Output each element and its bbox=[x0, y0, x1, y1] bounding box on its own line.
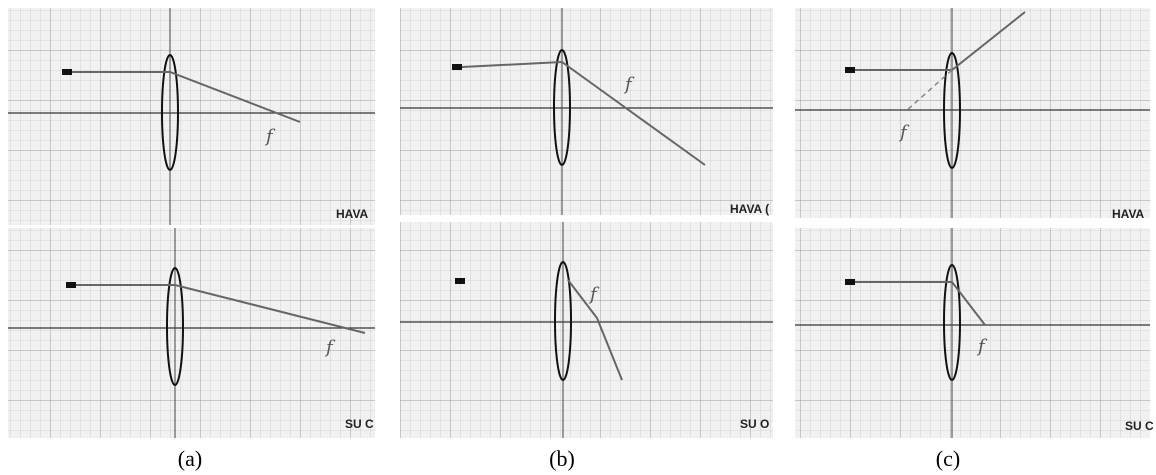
light-ray bbox=[567, 279, 623, 381]
lens bbox=[166, 267, 184, 386]
panel-caption: (a) bbox=[178, 446, 202, 471]
grid bbox=[8, 228, 375, 438]
light-source bbox=[452, 64, 462, 70]
lens bbox=[553, 49, 571, 166]
light-ray bbox=[461, 60, 706, 166]
medium-label: HAVA bbox=[1112, 207, 1145, 221]
medium-label: SU C bbox=[345, 417, 374, 431]
medium-label: SU C bbox=[1125, 419, 1154, 433]
virtual-ray bbox=[904, 69, 953, 113]
lens bbox=[943, 52, 961, 169]
medium-label: HAVA ( bbox=[730, 202, 769, 216]
grid bbox=[8, 8, 375, 225]
medium-label: SU O bbox=[740, 417, 769, 431]
light-source bbox=[845, 279, 855, 285]
light-source bbox=[66, 282, 76, 288]
medium-label: HAVA bbox=[336, 207, 369, 221]
lens bbox=[554, 261, 572, 381]
lens bbox=[161, 54, 179, 171]
light-ray bbox=[72, 71, 301, 123]
light-ray bbox=[855, 281, 986, 326]
panel-caption: (b) bbox=[549, 446, 575, 471]
panel-caption: (c) bbox=[936, 446, 960, 471]
light-ray bbox=[76, 284, 366, 334]
graph-sheet: fSU C bbox=[8, 228, 375, 438]
grid bbox=[795, 228, 1150, 438]
graph-sheet: fSU O bbox=[400, 222, 773, 438]
light-source bbox=[62, 69, 72, 75]
grid bbox=[795, 8, 1150, 218]
grid bbox=[400, 8, 773, 215]
light-source bbox=[845, 67, 855, 73]
lens bbox=[943, 264, 961, 381]
grid bbox=[400, 222, 773, 438]
graph-sheet: fSU C bbox=[795, 228, 1154, 438]
light-source bbox=[455, 278, 465, 284]
